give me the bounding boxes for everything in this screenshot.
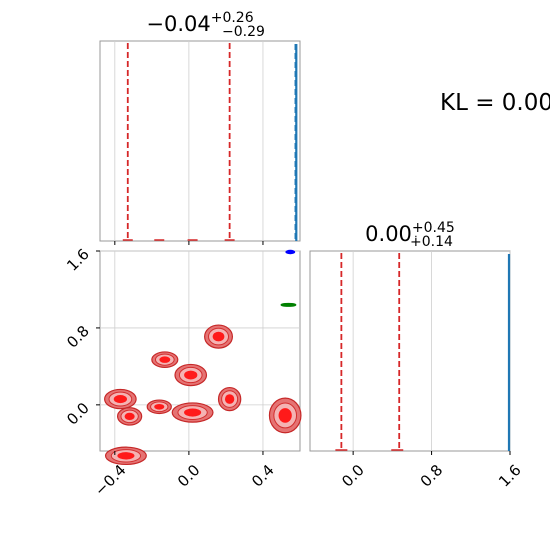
true-value-marker — [285, 249, 296, 255]
title-lower-error: −0.29 — [222, 24, 265, 40]
marginal-title-param1: −0.04+0.26 — [146, 10, 253, 36]
y-tick-labels: 0.0 0.8 1.6 — [63, 245, 100, 429]
contour-core — [117, 452, 135, 460]
contour-core — [184, 408, 202, 417]
title-lower-error: ∔0.14 — [410, 234, 453, 250]
y-tick-label: 0.0 — [63, 399, 93, 429]
marginal-axes-frame-param2 — [309, 250, 511, 452]
contour-core — [224, 394, 235, 404]
title-value: 0.00 — [365, 222, 412, 246]
marginal-panel-param1: −0.04+0.26 −0.29 — [99, 10, 301, 245]
x-tick-label: 0.0 — [338, 461, 368, 491]
contour-cluster — [268, 397, 302, 434]
joint-contour-panel: −0.4 0.0 0.4 0.0 0.8 1.6 — [63, 245, 302, 500]
contour-cluster — [151, 351, 179, 368]
x-tick-labels: 0.0 0.8 1.6 — [338, 451, 525, 491]
x-tick-label: 0.8 — [417, 461, 447, 491]
histogram-series — [335, 254, 511, 451]
contour-core — [154, 403, 165, 410]
contour-cluster — [104, 388, 137, 410]
y-tick-label: 0.8 — [63, 322, 93, 352]
true-value-marker — [280, 302, 297, 307]
contour-core — [184, 370, 198, 380]
contour-cluster — [104, 446, 147, 466]
contour-core — [278, 408, 292, 423]
x-tick-label: −0.4 — [91, 461, 129, 499]
x-tick-label: 0.4 — [248, 461, 278, 491]
contour-cluster — [171, 402, 214, 423]
histogram-series — [114, 44, 298, 245]
x-tick-label: 1.6 — [495, 461, 525, 491]
contour-core — [212, 331, 225, 342]
gridlines — [114, 41, 264, 241]
x-tick-label: 0.0 — [174, 461, 204, 491]
contour-cluster — [146, 399, 172, 415]
contour-clusters — [104, 324, 302, 466]
contour-core — [124, 412, 135, 421]
marginal-panel-param2: 0.0 0.8 1.6 0.00+0.45 ∔0.14 — [309, 220, 525, 491]
quantile-lines — [340, 253, 401, 451]
kl-divergence-label: KL = 0.00 — [440, 90, 550, 116]
marginal-axes-frame-param1 — [99, 40, 301, 242]
contour-core — [113, 395, 127, 404]
marginal-title-param2: 0.00+0.45 — [365, 220, 455, 246]
y-tick-label: 1.6 — [63, 245, 93, 275]
quantile-lines — [126, 43, 231, 241]
contour-cluster — [204, 324, 234, 349]
contour-cluster — [174, 363, 208, 387]
contour-cluster — [217, 386, 242, 412]
title-upper-error: +0.45 — [412, 220, 455, 236]
contour-core — [159, 356, 171, 363]
true-value-markers — [280, 249, 297, 307]
title-upper-error: +0.26 — [211, 10, 254, 26]
title-value: −0.04 — [146, 12, 210, 36]
contour-cluster — [116, 407, 143, 426]
